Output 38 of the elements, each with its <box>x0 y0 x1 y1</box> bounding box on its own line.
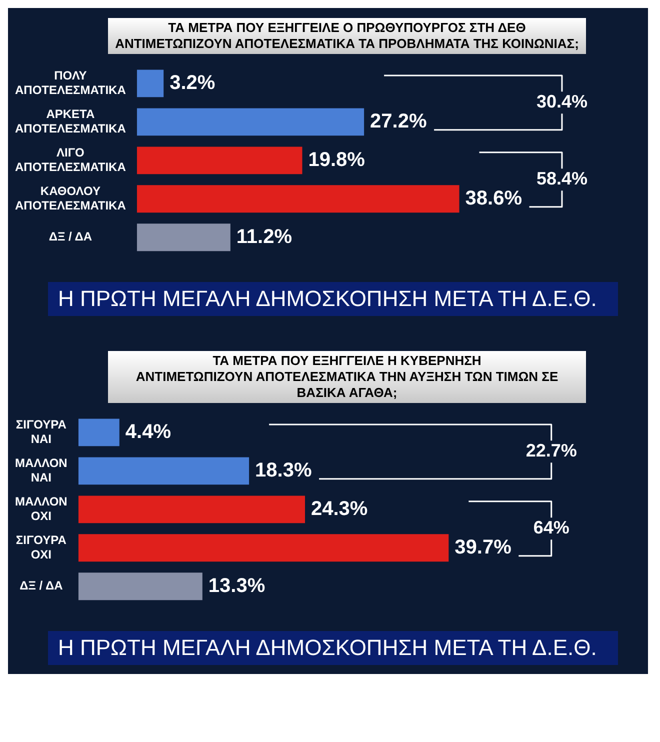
bar <box>136 146 302 174</box>
bar <box>78 534 449 562</box>
text: 30.4% <box>536 92 588 112</box>
data-label: 4.4% <box>125 420 172 443</box>
y-tick-label: ΣΙΓΟΥΡΑ ΝΑΙ <box>16 418 67 446</box>
text: 58.4% <box>536 168 588 189</box>
data-label: 11.2% <box>236 226 292 248</box>
y-tick-label: ΚΑΘΟΛΟΥ ΑΠΟΤΕΛΕΣΜΑΤΙΚΑ <box>15 184 126 212</box>
text: Η ΠΡΩΤΗ ΜΕΓΑΛΗ ΔΗΜΟΣΚΟΠΗΣΗ ΜΕΤΑ ΤΗ Δ.Ε.Θ. <box>48 631 618 665</box>
data-label: 27.2% <box>370 110 427 132</box>
y-tick-label: ΜΑΛΛΟΝ ΟΧΙ <box>14 494 68 523</box>
bar <box>78 572 202 600</box>
data-label: 24.3% <box>311 498 368 520</box>
data-label: 39.7% <box>454 536 512 558</box>
bar <box>136 185 460 213</box>
chart-title: ΤΑ ΜΕΤΡΑ ΠΟΥ ΕΞΗΓΓΕΙΛΕ Η ΚΥΒΕΡΝΗΣΗ ΑΝΤΙΜΕΤΩΠΙΖΟΥΝ ΑΠΟΤΕΛΕΣΜΑΤΙΚΑ ΤΗΝ ΑΥΞΗΣΗ ΤΩΝ ΤΙΜΩΝ ΣΕ ΒΑΣΙΚΑ ΑΓΑΘΑ; <box>108 351 586 403</box>
text: Η ΠΡΩΤΗ ΜΕΓΑΛΗ ΔΗΜΟΣΚΟΠΗΣΗ ΜΕΤΑ ΤΗ Δ.Ε.Θ. <box>48 282 618 316</box>
y-tick-label: ΜΑΛΛΟΝ ΝΑΙ <box>14 456 68 484</box>
y-tick-label: ΔΞ / ΔΑ <box>48 230 92 244</box>
y-tick-label: ΛΙΓΟ ΑΠΟΤΕΛΕΣΜΑΤΙΚΑ <box>15 146 126 174</box>
text: 64% <box>533 518 570 538</box>
bar <box>136 108 364 136</box>
data-label: 18.3% <box>255 459 312 482</box>
bar <box>136 70 164 98</box>
y-tick-label: ΑΡΚΕΤΑ ΑΠΟΤΕΛΕΣΜΑΤΙΚΑ <box>15 107 126 136</box>
bar <box>78 496 306 524</box>
bar <box>78 457 250 485</box>
bar <box>136 224 230 252</box>
text: 22.7% <box>526 440 577 461</box>
data-label: 3.2% <box>170 72 216 94</box>
bar <box>78 418 120 446</box>
data-label: 13.3% <box>208 574 266 597</box>
chart-title: ΤΑ ΜΕΤΡΑ ΠΟΥ ΕΞΗΓΓΕΙΛΕ Ο ΠΡΩΘΥΠΟΥΡΓΟΣ ΣΤΗ ΔΕΘ ΑΝΤΙΜΕΤΩΠΙΖΟΥΝ ΑΠΟΤΕΛΕΣΜΑΤΙΚΑ ΤΑ ΠΡΟΒΛΗΜΑΤΑ ΤΗΣ ΚΟΙΝΩΝΙΑΣ; <box>108 18 586 54</box>
data-label: 38.6% <box>465 187 522 210</box>
y-tick-label: ΣΙΓΟΥΡΑ ΟΧΙ <box>16 532 67 562</box>
y-tick-label: ΠΟΛΥ ΑΠΟΤΕΛΕΣΜΑΤΙΚΑ <box>15 68 126 97</box>
y-tick-label: ΔΞ / ΔΑ <box>20 578 64 593</box>
data-label: 19.8% <box>308 148 366 171</box>
